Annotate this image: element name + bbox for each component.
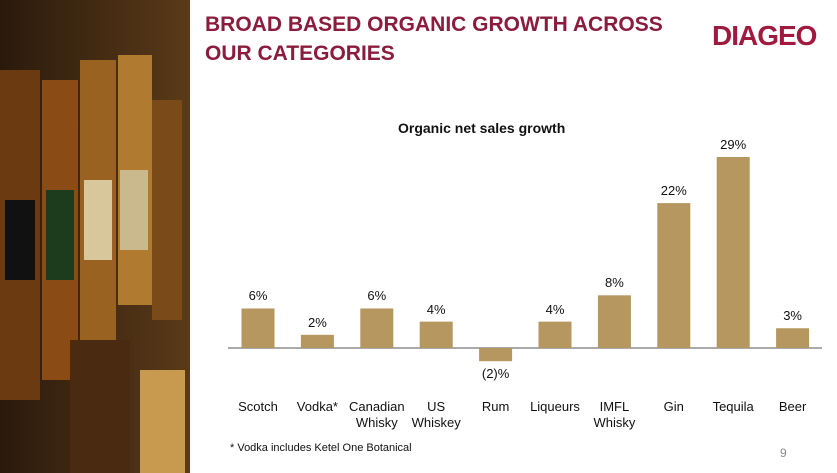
bar: [419, 321, 453, 348]
category-label: Scotch: [238, 399, 278, 414]
value-label: 2%: [307, 314, 327, 330]
footnote: * Vodka includes Ketel One Botanical: [230, 442, 412, 454]
value-label: 29%: [720, 137, 747, 152]
bar: [538, 321, 572, 348]
value-label: 4%: [545, 301, 565, 317]
value-label: 4%: [426, 301, 446, 317]
value-label: 3%: [783, 308, 802, 324]
bar: [716, 157, 750, 348]
chart-title: Organic net sales growth: [398, 120, 566, 136]
category-label: IMFL Whisky: [593, 399, 636, 430]
category-label: Liqueurs: [530, 399, 580, 414]
value-label: 8%: [604, 275, 624, 291]
value-label: 22%: [660, 183, 687, 199]
bar: [300, 334, 334, 348]
category-label: Tequila: [712, 399, 754, 414]
bottles-photo: [0, 0, 190, 473]
category-label: US Whiskey: [411, 399, 461, 430]
category-label: Rum: [481, 399, 510, 414]
category-label: Canadian Whisky: [348, 399, 405, 430]
value-label: 6%: [248, 288, 268, 304]
value-label: 6%: [367, 288, 387, 304]
bar: [597, 295, 631, 348]
page-number: 9: [780, 446, 787, 460]
bar: [776, 328, 810, 348]
category-label: Beer: [778, 399, 807, 414]
bar: [479, 348, 513, 362]
value-label: (2)%: [481, 366, 510, 382]
logo: DIAGEO: [712, 20, 817, 51]
bar: [657, 203, 691, 348]
category-label: Vodka*: [296, 399, 338, 414]
category-label: Gin: [663, 399, 684, 414]
bar: [241, 308, 275, 348]
slide-title: BROAD BASED ORGANIC GROWTH ACROSS OUR CA…: [205, 13, 663, 65]
bar: [360, 308, 394, 348]
